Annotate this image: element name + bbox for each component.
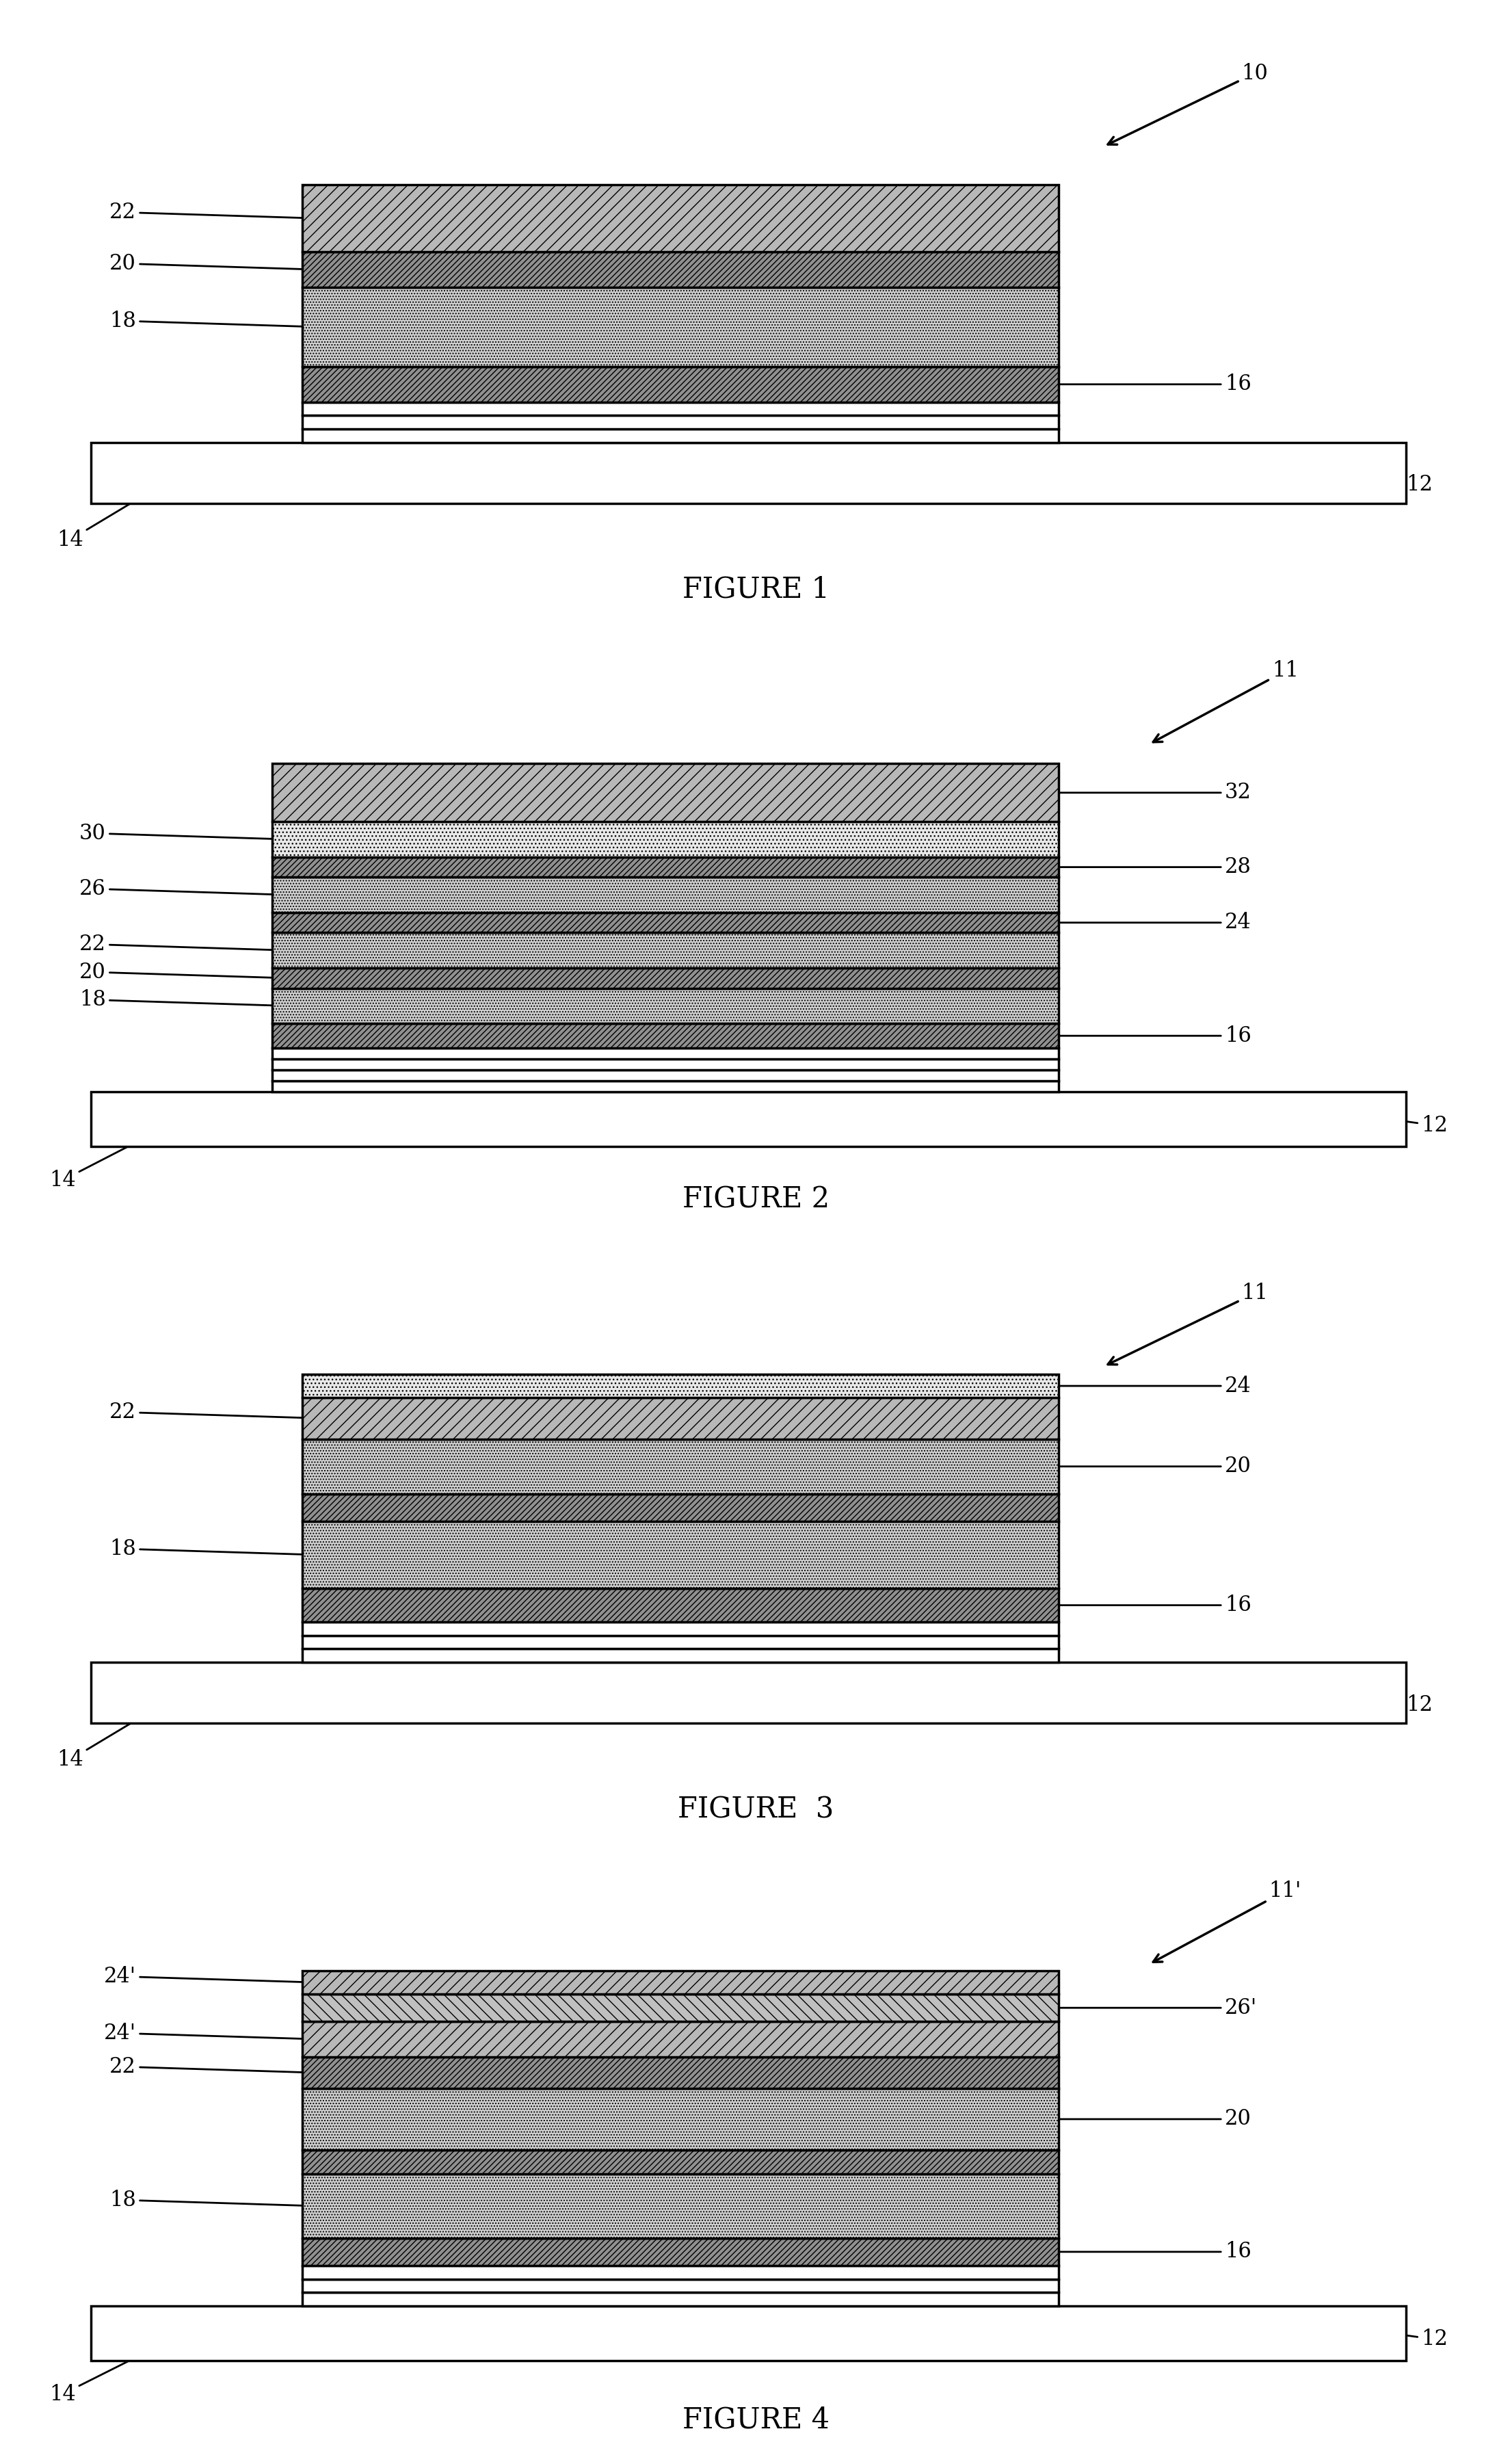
Bar <box>272 1069 1058 1081</box>
Text: 16: 16 <box>1048 373 1252 395</box>
Text: 14: 14 <box>48 1137 148 1191</box>
Bar <box>302 2279 1058 2294</box>
Bar <box>302 1993 1058 2020</box>
Bar <box>272 1049 1058 1059</box>
Text: 22: 22 <box>79 935 283 954</box>
Bar <box>272 1025 1058 1049</box>
Text: 24': 24' <box>104 1967 313 1986</box>
Bar <box>272 1081 1058 1093</box>
Text: 16: 16 <box>1048 1596 1252 1615</box>
Bar <box>302 2174 1058 2237</box>
Bar <box>302 1635 1058 1649</box>
Text: 18: 18 <box>109 310 313 332</box>
Text: 12: 12 <box>1388 473 1433 495</box>
Text: 11: 11 <box>1154 661 1299 742</box>
Bar <box>302 415 1058 429</box>
Text: FIGURE 4: FIGURE 4 <box>682 2406 830 2435</box>
Bar <box>302 1523 1058 1588</box>
Text: 28: 28 <box>1048 856 1252 878</box>
Bar <box>91 1093 1406 1147</box>
Text: 14: 14 <box>48 2352 148 2406</box>
Text: 18: 18 <box>109 1537 313 1559</box>
Text: 22: 22 <box>109 203 313 222</box>
Text: FIGURE 1: FIGURE 1 <box>682 576 830 603</box>
Text: 26: 26 <box>79 878 283 900</box>
Bar <box>302 1649 1058 1662</box>
Bar <box>302 1440 1058 1493</box>
Text: 18: 18 <box>109 2189 313 2211</box>
Text: 20: 20 <box>79 961 283 983</box>
Text: 24': 24' <box>104 2023 313 2045</box>
Text: 22: 22 <box>109 2057 313 2076</box>
Text: 22: 22 <box>109 1401 313 1423</box>
Text: 24: 24 <box>1048 913 1252 932</box>
Bar <box>302 185 1058 251</box>
Text: 12: 12 <box>1388 1693 1433 1715</box>
Text: FIGURE 2: FIGURE 2 <box>682 1186 830 1213</box>
Bar <box>302 2294 1058 2306</box>
Text: 16: 16 <box>1048 1025 1252 1047</box>
Bar <box>302 429 1058 442</box>
Bar <box>302 288 1058 366</box>
Text: 32: 32 <box>1048 783 1252 803</box>
Text: 16: 16 <box>1048 2242 1252 2262</box>
Bar <box>302 1493 1058 1523</box>
Bar <box>302 251 1058 288</box>
Bar <box>302 366 1058 403</box>
Text: 12: 12 <box>1396 2328 1448 2350</box>
Text: 18: 18 <box>79 988 283 1010</box>
Bar <box>272 856 1058 876</box>
Bar <box>302 2089 1058 2150</box>
Text: 20: 20 <box>1048 2108 1252 2130</box>
Bar <box>302 403 1058 415</box>
Bar <box>272 876 1058 913</box>
Text: 11': 11' <box>1154 1881 1302 1962</box>
Bar <box>302 2020 1058 2057</box>
Text: 14: 14 <box>56 1713 148 1771</box>
Bar <box>302 2150 1058 2174</box>
Bar <box>302 1398 1058 1440</box>
Bar <box>302 1374 1058 1398</box>
Bar <box>91 1662 1406 1723</box>
Bar <box>272 969 1058 988</box>
Bar <box>91 442 1406 503</box>
Bar <box>302 2057 1058 2089</box>
Text: 11: 11 <box>1108 1283 1269 1364</box>
Text: FIGURE  3: FIGURE 3 <box>677 1796 835 1825</box>
Bar <box>302 1588 1058 1623</box>
Text: 20: 20 <box>1048 1457 1252 1476</box>
Bar <box>272 1059 1058 1069</box>
Bar <box>272 764 1058 822</box>
Bar <box>302 2264 1058 2279</box>
Bar <box>272 913 1058 932</box>
Bar <box>272 988 1058 1025</box>
Text: 24: 24 <box>1048 1376 1252 1396</box>
Bar <box>272 822 1058 856</box>
Bar <box>272 932 1058 969</box>
Bar <box>302 1972 1058 1993</box>
Text: 10: 10 <box>1108 63 1269 144</box>
Text: 12: 12 <box>1396 1115 1448 1137</box>
Bar <box>302 2237 1058 2264</box>
Bar <box>91 2306 1406 2362</box>
Text: 20: 20 <box>109 254 313 273</box>
Text: 14: 14 <box>56 493 148 551</box>
Bar <box>302 1623 1058 1635</box>
Text: 26': 26' <box>1048 1998 1256 2018</box>
Text: 30: 30 <box>79 822 283 844</box>
